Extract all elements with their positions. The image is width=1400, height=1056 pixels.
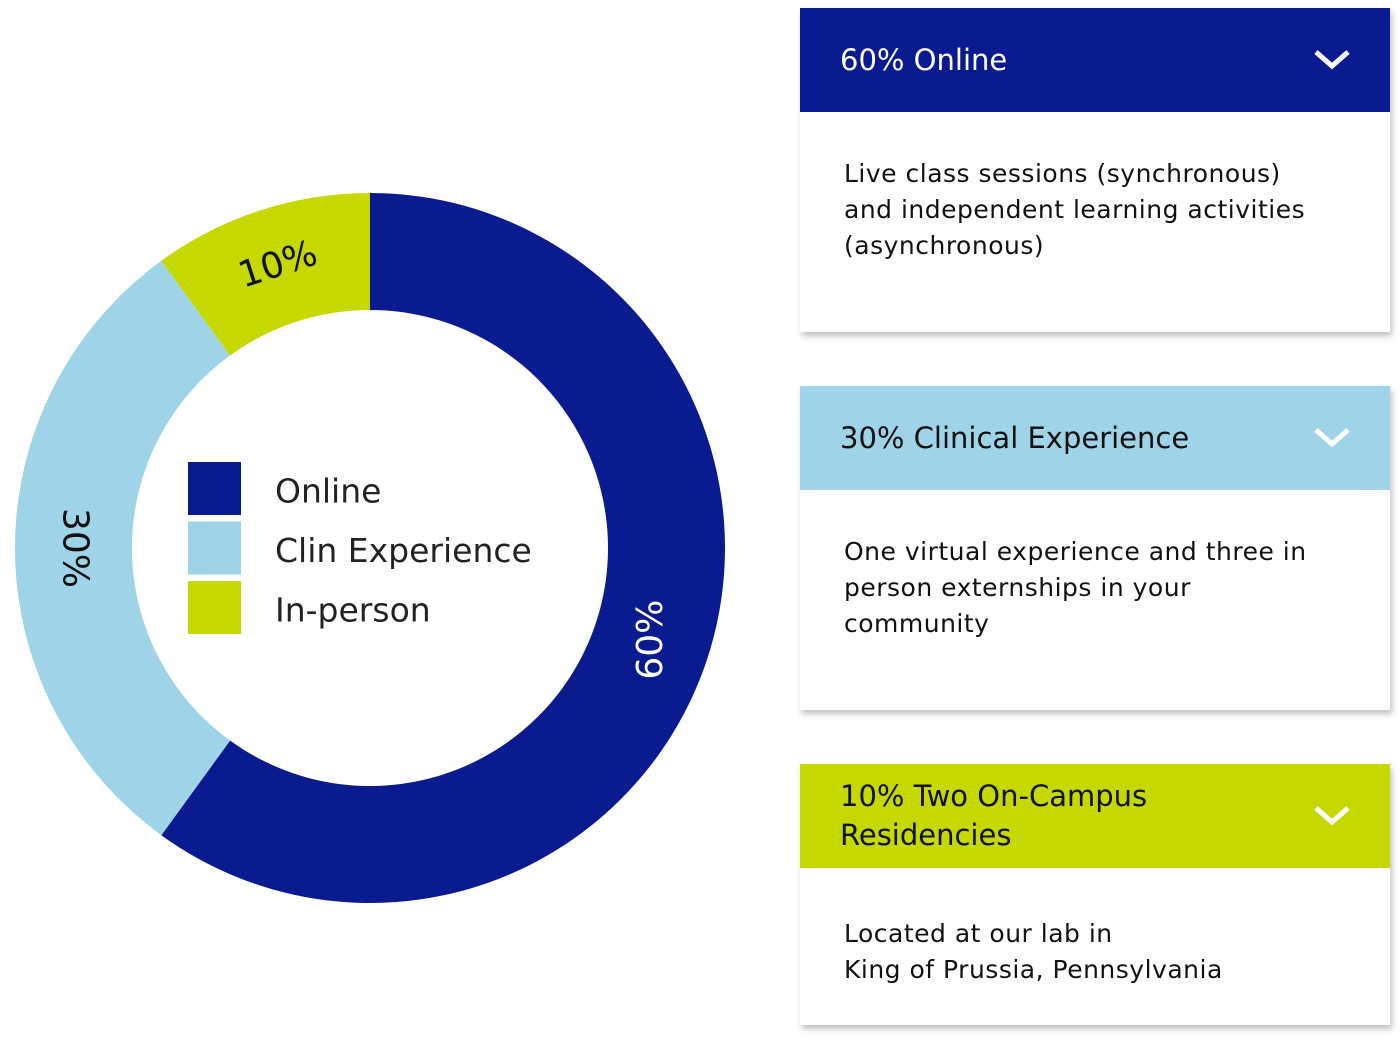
text-line: 10% Two On-Campus <box>840 779 1148 813</box>
donut-segment <box>161 193 725 903</box>
panel-body: One virtual experience and three in perso… <box>800 490 1390 686</box>
text-line: (asynchronous) <box>844 231 1045 260</box>
legend-label: Clin Experience <box>275 531 532 570</box>
panel-body: Live class sessions (synchronous) and ind… <box>800 112 1390 308</box>
data-label: 60% <box>630 600 671 680</box>
legend-swatch <box>188 581 241 634</box>
donut-segment <box>161 193 370 356</box>
header-text: 10% Two On-Campus Residencies <box>840 777 1147 855</box>
panel-header[interactable]: 10% Two On-Campus Residencies <box>800 764 1390 868</box>
panel-body: Located at our lab in King of Prussia, Pe… <box>800 868 1390 1032</box>
header-text: 30% Clinical Experience <box>840 419 1189 458</box>
legend-label: Online <box>275 472 381 511</box>
panel-header[interactable]: 30% Clinical Experience <box>800 386 1390 490</box>
chevron[interactable] <box>1312 426 1352 450</box>
legend-swatch <box>188 462 241 515</box>
legend-label: In-person <box>275 591 431 630</box>
text-line: person externships in your <box>844 573 1191 602</box>
text-line: Live class sessions (synchronous) <box>844 159 1281 188</box>
text-line: 30% Clinical Experience <box>840 420 1190 455</box>
accordion-panel: 30% Clinical Experience One virtual expe… <box>800 386 1390 710</box>
chevron[interactable] <box>1312 48 1352 72</box>
text-line: community <box>844 609 990 638</box>
text-line: Residencies <box>840 818 1012 852</box>
donut-segment <box>14 260 231 836</box>
legend-swatch <box>188 521 241 575</box>
text-line: 60% Online <box>840 42 1008 77</box>
data-label: 30% <box>55 508 96 588</box>
accordion-panel: 60% Online Live class sessions (synchron… <box>800 8 1390 332</box>
panel-header[interactable]: 60% Online <box>800 8 1390 112</box>
text-line: One virtual experience and three in <box>844 537 1307 566</box>
accordion-panel: 10% Two On-Campus Residencies Located at … <box>800 764 1390 1025</box>
text-line: Located at our lab in <box>844 919 1113 948</box>
chevron[interactable] <box>1312 804 1352 828</box>
text-line: and independent learning activities <box>844 195 1306 224</box>
header-text: 60% Online <box>840 41 1007 80</box>
text-line: King of Prussia, Pennsylvania <box>844 955 1223 984</box>
